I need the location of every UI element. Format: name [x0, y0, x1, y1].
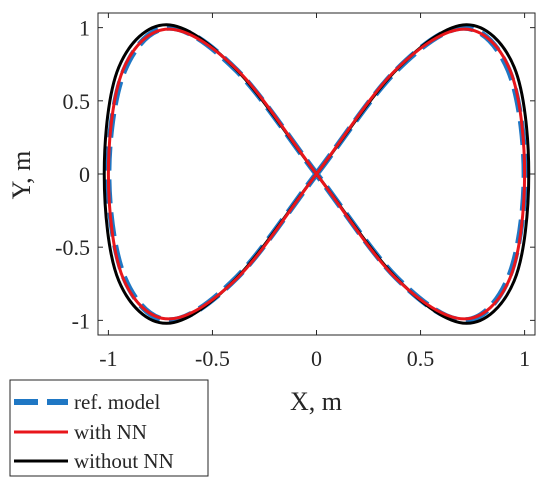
- x-tick-label: 1: [519, 346, 530, 371]
- y-tick-label: 0.5: [63, 89, 91, 114]
- y-tick-label: -0.5: [55, 235, 90, 260]
- legend-label-without-nn: without NN: [74, 449, 174, 473]
- x-tick-label: 0.5: [407, 346, 435, 371]
- legend-label-with-nn: with NN: [74, 420, 147, 444]
- x-tick-label: -0.5: [195, 346, 230, 371]
- series-line-with-nn: [106, 27, 527, 321]
- series-group: [102, 23, 531, 325]
- x-axis-ticks: -1 -0.5 0 0.5 1: [99, 13, 530, 371]
- y-tick-label: -1: [72, 308, 90, 333]
- y-tick-label: 1: [79, 16, 90, 41]
- x-axis-label: X, m: [290, 387, 342, 416]
- y-axis-label: Y, m: [7, 151, 36, 200]
- legend-label-ref-model: ref. model: [74, 390, 160, 414]
- legend: ref. model with NN without NN: [9, 379, 209, 477]
- y-tick-label: 0: [79, 162, 90, 187]
- x-tick-label: 0: [311, 346, 322, 371]
- x-tick-label: -1: [99, 346, 117, 371]
- y-axis-ticks: -1 -0.5 0 0.5 1: [55, 16, 535, 333]
